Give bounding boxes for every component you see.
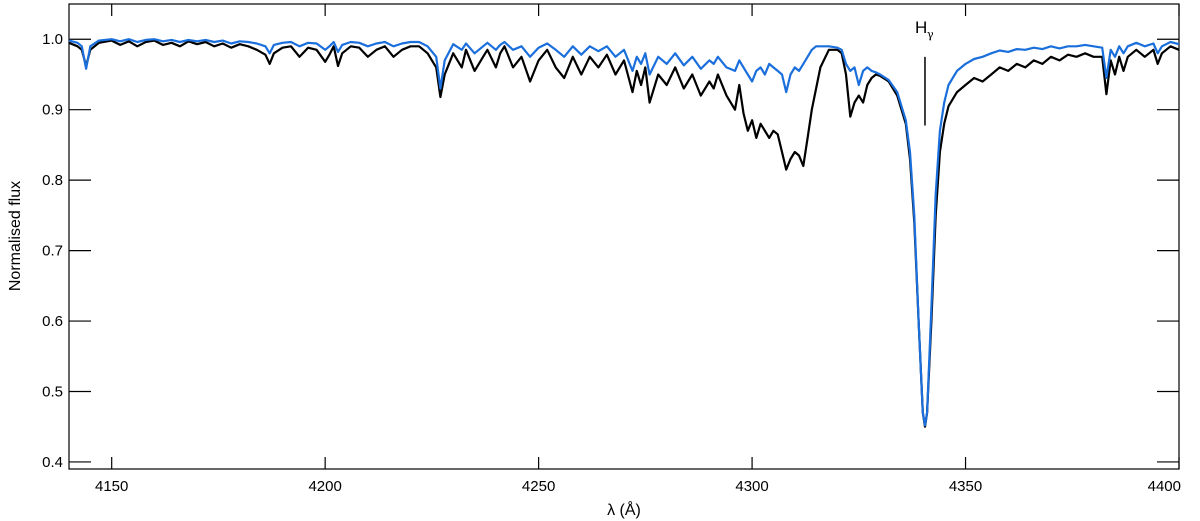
x-tick-label: 4350: [949, 478, 982, 495]
annotation-label: H: [915, 18, 927, 37]
x-tick-label: 4400: [1148, 478, 1181, 495]
y-tick-label: 0.5: [42, 384, 63, 401]
x-tick-label: 4150: [95, 478, 128, 495]
series-layer: [68, 38, 1180, 428]
x-tick-label: 4250: [522, 478, 555, 495]
x-tick-label: 4200: [308, 478, 341, 495]
y-axis: 0.4 0.5 0.6 0.7 0.8 0.9 1.0: [42, 31, 1179, 471]
x-axis: 4150 4200 4250 4300 4350 4400: [95, 4, 1181, 495]
x-tick-label: 4300: [735, 478, 768, 495]
y-tick-label: 0.4: [42, 454, 63, 471]
annotation-subscript: γ: [927, 28, 934, 41]
y-tick-label: 0.7: [42, 243, 63, 260]
series-line-1: [68, 39, 1180, 428]
x-axis-title: λ (Å): [607, 500, 641, 519]
y-tick-label: 0.6: [42, 313, 63, 330]
y-tick-label: 1.0: [42, 31, 63, 48]
y-axis-title: Normalised flux: [7, 181, 24, 291]
plot-frame: [68, 3, 1180, 470]
series-line-2: [68, 38, 1180, 427]
y-tick-label: 0.8: [42, 172, 63, 189]
y-tick-label: 0.9: [42, 102, 63, 119]
